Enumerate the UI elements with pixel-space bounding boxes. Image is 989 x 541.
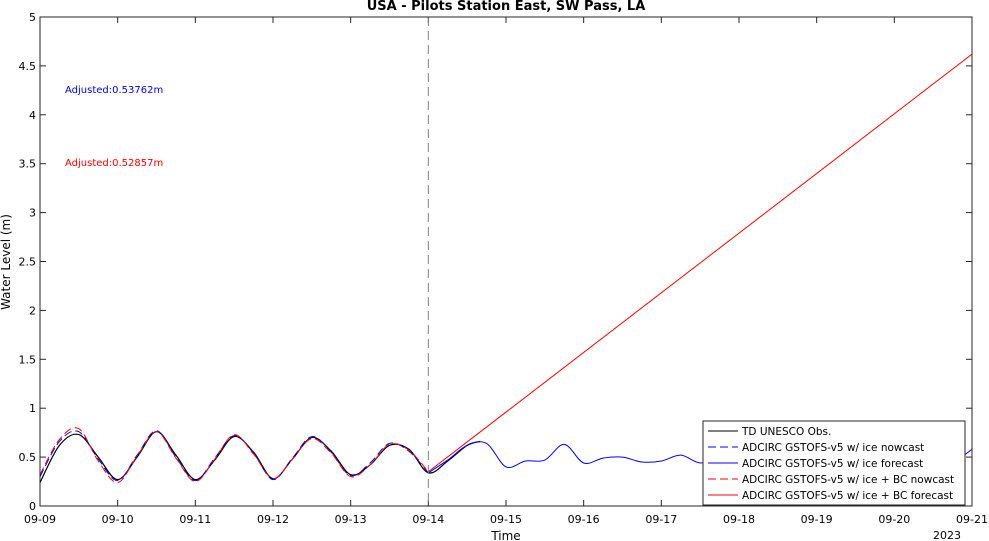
- x-tick-label: 09-15: [490, 513, 522, 526]
- x-tick-label: 09-12: [257, 513, 289, 526]
- y-tick-label: 1.5: [19, 353, 37, 366]
- legend-label-4: ADCIRC GSTOFS-v5 w/ ice + BC nowcast: [742, 474, 954, 486]
- legend-box: [702, 420, 966, 506]
- y-tick-label: 4.5: [19, 60, 37, 73]
- y-tick-label: 0: [29, 500, 36, 513]
- legend-label-2: ADCIRC GSTOFS-v5 w/ ice nowcast: [742, 442, 924, 454]
- y-tick-label: 3: [29, 207, 36, 220]
- x-tick-label: 09-19: [801, 513, 833, 526]
- y-tick-label: 2.5: [19, 256, 37, 269]
- adjusted-annotation-red: Adjusted:0.52857m: [65, 158, 163, 169]
- y-axis-ticks: 0 0.5 1 1.5 2 2.5 3 3.5 4 4.5 5: [19, 11, 972, 513]
- x-tick-label: 09-11: [179, 513, 211, 526]
- series-layer: [39, 53, 973, 484]
- x-tick-label: 09-17: [645, 513, 677, 526]
- y-axis-label: Water Level (m): [0, 214, 13, 310]
- x-axis-year-label: 2023: [933, 529, 961, 541]
- x-axis-ticks: 09-09 09-10 09-11 09-12 09-13 09-14 09-15 09-16…: [24, 17, 988, 526]
- legend-label-5: ADCIRC GSTOFS-v5 w/ ice + BC forecast: [742, 490, 953, 502]
- series-line-4: [39, 427, 429, 484]
- y-tick-label: 4: [29, 109, 36, 122]
- x-tick-label: 09-14: [412, 513, 444, 526]
- chart-title: USA - Pilots Station East, SW Pass, LA: [367, 0, 646, 14]
- x-tick-label: 09-10: [102, 513, 134, 526]
- x-tick-label: 09-16: [568, 513, 600, 526]
- x-tick-label: 09-21: [956, 513, 988, 526]
- y-tick-label: 3.5: [19, 158, 37, 171]
- legend-label-1: TD UNESCO Obs.: [741, 426, 831, 438]
- adjusted-annotation-blue: Adjusted:0.53762m: [65, 85, 163, 96]
- legend: TD UNESCO Obs. ADCIRC GSTOFS-v5 w/ ice no…: [702, 420, 966, 506]
- series-line-2: [39, 430, 429, 482]
- x-tick-label: 09-20: [878, 513, 910, 526]
- series-line-5: [428, 53, 973, 473]
- plot-frame: [39, 16, 973, 507]
- y-tick-label: 2: [29, 304, 36, 317]
- x-axis-label: Time: [490, 529, 520, 541]
- y-tick-label: 0.5: [19, 451, 37, 464]
- x-tick-label: 09-09: [24, 513, 56, 526]
- x-tick-label: 09-13: [335, 513, 367, 526]
- y-tick-label: 5: [29, 11, 36, 24]
- x-tick-label: 09-18: [723, 513, 755, 526]
- legend-label-3: ADCIRC GSTOFS-v5 w/ ice forecast: [742, 458, 923, 470]
- y-tick-label: 1: [29, 402, 36, 415]
- series-line-1: [39, 431, 481, 483]
